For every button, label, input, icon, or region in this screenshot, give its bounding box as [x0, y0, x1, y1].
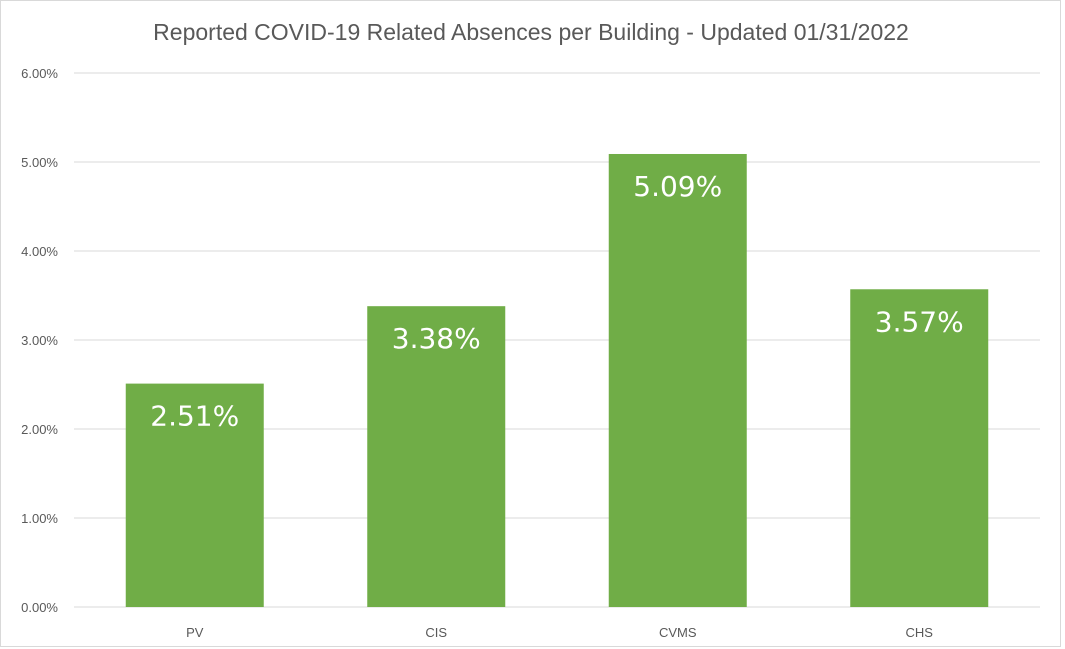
chart-title: Reported COVID-19 Related Absences per B… — [153, 19, 909, 45]
x-axis-tick-labels: PV CIS CVMS CHS — [186, 625, 933, 640]
bar-cvms — [608, 153, 747, 608]
y-axis-tick-labels: 0.00% 1.00% 2.00% 3.00% 4.00% 5.00% 6.00% — [21, 66, 58, 615]
data-labels: 2.51% 3.38% 5.09% 3.57% — [150, 170, 963, 433]
data-label-cvms: 5.09% — [633, 170, 722, 203]
bar-chs — [850, 289, 989, 607]
x-tick-label-cis: CIS — [425, 625, 447, 640]
bars — [125, 153, 989, 608]
y-tick-label: 3.00% — [21, 333, 58, 348]
data-label-pv: 2.51% — [150, 400, 239, 433]
y-tick-label: 4.00% — [21, 244, 58, 259]
bar-cis — [367, 306, 506, 607]
data-label-chs: 3.57% — [875, 305, 964, 338]
y-tick-label: 2.00% — [21, 422, 58, 437]
bar-pv — [125, 383, 264, 607]
data-label-cis: 3.38% — [392, 322, 481, 355]
x-tick-label-pv: PV — [186, 625, 204, 640]
y-tick-label: 1.00% — [21, 511, 58, 526]
y-tick-label: 5.00% — [21, 155, 58, 170]
y-tick-label: 0.00% — [21, 600, 58, 615]
x-tick-label-chs: CHS — [906, 625, 934, 640]
x-tick-label-cvms: CVMS — [659, 625, 697, 640]
y-tick-label: 6.00% — [21, 66, 58, 81]
